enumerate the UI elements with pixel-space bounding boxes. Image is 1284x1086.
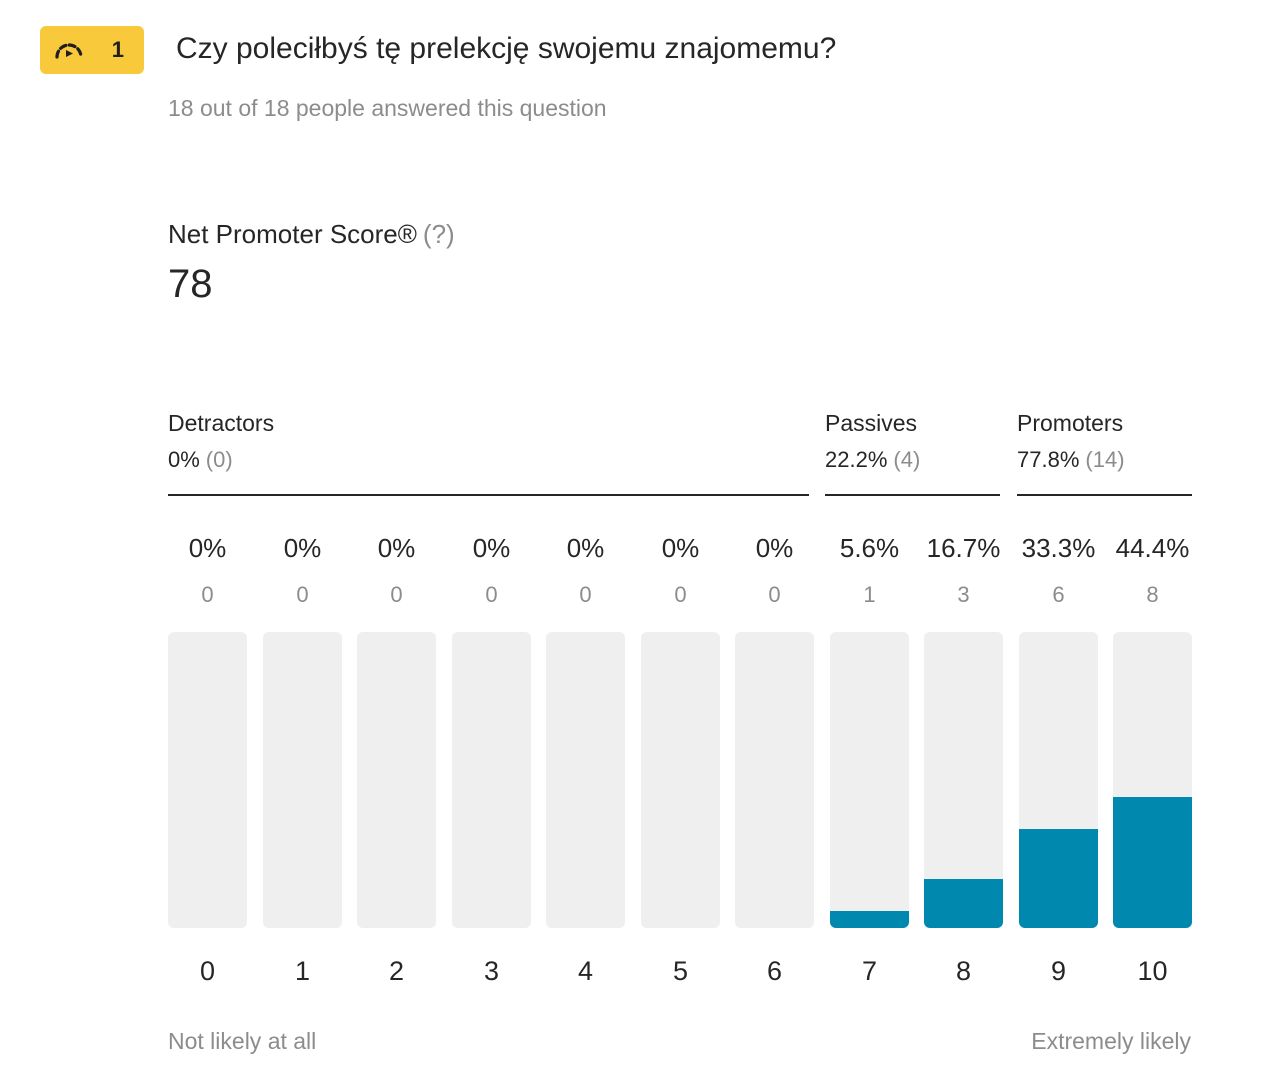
question-number: 1: [111, 37, 124, 62]
passives-group: Passives 22.2% (4): [825, 410, 1000, 496]
bar-track: [1019, 632, 1098, 928]
percent-label: 0%: [472, 533, 511, 563]
detractors-stat: 0% (0): [168, 447, 809, 473]
bar-track: [357, 632, 436, 928]
bar-track: [830, 632, 909, 928]
bar-track: [641, 632, 720, 928]
bar-track: [924, 632, 1003, 928]
count-label: 0: [390, 582, 403, 607]
count-label: 0: [579, 582, 592, 607]
promoters-percent: 77.8%: [1017, 447, 1080, 472]
gauge-icon: [52, 38, 86, 62]
passives-stat: 22.2% (4): [825, 447, 1000, 473]
detractors-percent: 0%: [168, 447, 200, 472]
score-column-5: 0% 0 5: [641, 530, 720, 986]
passives-label: Passives: [825, 410, 918, 436]
score-column-0: 0% 0 0: [168, 530, 247, 986]
count-label: 0: [201, 582, 214, 607]
percent-label: 0%: [566, 533, 605, 563]
score-label: 3: [483, 956, 500, 986]
score-label: 2: [388, 956, 405, 986]
detractors-group: Detractors 0% (0): [168, 410, 809, 496]
score-label: 1: [294, 956, 311, 986]
score-label: 6: [766, 956, 783, 986]
question-badge: 1: [40, 26, 144, 74]
scale-high-label: Extremely likely: [1031, 1028, 1191, 1054]
passives-percent: 22.2%: [825, 447, 888, 472]
percent-label: 0%: [661, 533, 700, 563]
count-label: 8: [1146, 582, 1159, 607]
count-label: 0: [768, 582, 781, 607]
nps-score: 78: [168, 262, 213, 306]
bar-track: [735, 632, 814, 928]
score-column-10: 44.4% 8 10: [1113, 530, 1192, 986]
bar-track: [263, 632, 342, 928]
detractors-count: (0): [205, 447, 233, 472]
detractors-label: Detractors: [168, 410, 275, 436]
score-label: 8: [955, 956, 972, 986]
nps-help-link[interactable]: (?): [422, 219, 455, 249]
score-label: 7: [861, 956, 878, 986]
promoters-stat: 77.8% (14): [1017, 447, 1192, 473]
score-column-4: 0% 0 4: [546, 530, 625, 986]
score-label: 9: [1050, 956, 1067, 986]
count-label: 1: [863, 582, 876, 607]
nps-label-row: Net Promoter Score® (?): [168, 219, 455, 250]
score-column-2: 0% 0 2: [357, 530, 436, 986]
score-column-8: 16.7% 3 8: [924, 530, 1003, 986]
bar-fill: [924, 878, 1003, 928]
score-column-9: 33.3% 6 9: [1019, 530, 1098, 986]
bar-fill: [830, 911, 909, 928]
score-column-6: 0% 0 6: [735, 530, 814, 986]
question-title: Czy poleciłbyś tę prelekcję swojemu znaj…: [176, 32, 837, 65]
promoters-label: Promoters: [1017, 410, 1124, 436]
count-label: 0: [296, 582, 309, 607]
count-label: 0: [674, 582, 687, 607]
percent-label: 0%: [755, 533, 794, 563]
score-label: 10: [1137, 956, 1168, 986]
passives-count: (4): [893, 447, 921, 472]
nps-label: Net Promoter Score®: [168, 219, 417, 249]
count-label: 3: [957, 582, 970, 607]
score-label: 4: [577, 956, 594, 986]
score-column-1: 0% 0 1: [263, 530, 342, 986]
bar-track: [546, 632, 625, 928]
bar-fill: [1019, 829, 1098, 928]
scale-low-label: Not likely at all: [168, 1028, 317, 1054]
percent-label: 0%: [377, 533, 416, 563]
percent-label: 5.6%: [839, 533, 900, 563]
bar-track: [452, 632, 531, 928]
percent-label: 0%: [188, 533, 227, 563]
percent-label: 33.3%: [1021, 533, 1096, 563]
score-column-7: 5.6% 1 7: [830, 530, 909, 986]
bar-track: [168, 632, 247, 928]
bar-fill: [1113, 796, 1192, 928]
score-label: 5: [672, 956, 689, 986]
promoters-group: Promoters 77.8% (14): [1017, 410, 1192, 496]
bar-track: [1113, 632, 1192, 928]
count-label: 0: [485, 582, 498, 607]
percent-label: 0%: [283, 533, 322, 563]
count-label: 6: [1052, 582, 1065, 607]
percent-label: 16.7%: [926, 533, 1001, 563]
answered-count: 18 out of 18 people answered this questi…: [168, 95, 607, 121]
percent-label: 44.4%: [1115, 533, 1190, 563]
promoters-count: (14): [1085, 447, 1125, 472]
score-column-3: 0% 0 3: [452, 530, 531, 986]
score-label: 0: [199, 956, 216, 986]
